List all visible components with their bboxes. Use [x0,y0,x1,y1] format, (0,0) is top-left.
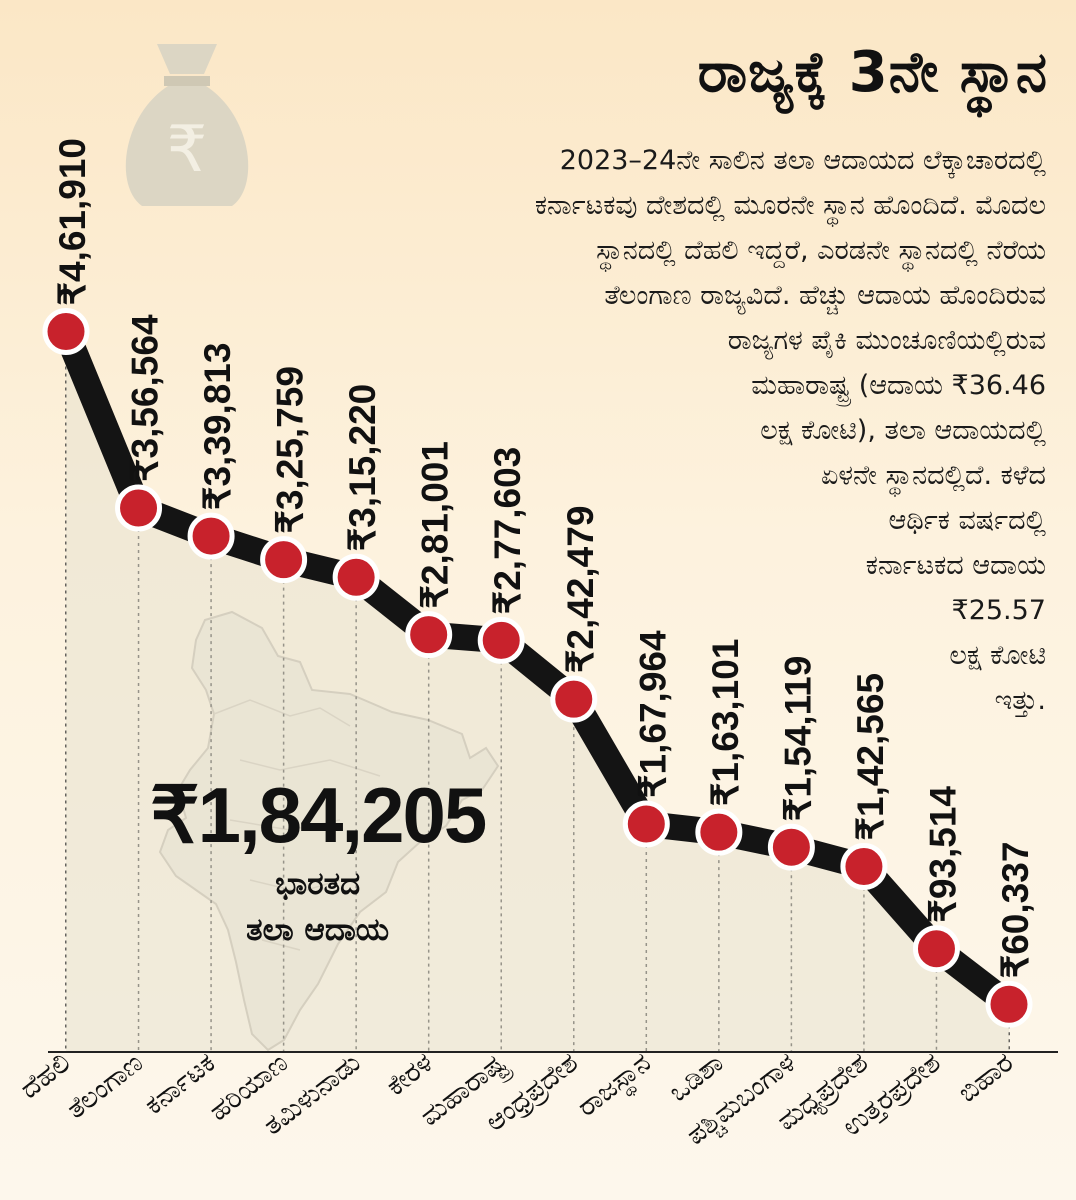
value-label-12: ₹93,514 [922,786,963,923]
svg-text:₹: ₹ [167,113,208,187]
description-line: ಇತ್ತು. [994,685,1046,716]
description-line: ₹25.57 [951,595,1046,626]
national-average-value: ₹1,84,205 [150,771,487,859]
value-label-6: ₹2,77,603 [487,447,528,615]
value-label-11: ₹1,42,565 [850,673,891,841]
value-label-10: ₹1,54,119 [777,656,818,822]
rupee-icon: ₹ [167,113,208,187]
data-point-2 [187,512,235,560]
data-point-10 [767,823,815,871]
value-label-13: ₹60,337 [995,842,1036,979]
value-label-2: ₹3,39,813 [197,343,238,511]
description-line: ಲಕ್ಷ ಕೋಟಿ), ತಲಾ ಆದಾಯದಲ್ಲಿ [760,415,1046,446]
data-point-13 [985,980,1033,1028]
description-line: ಆರ್ಥಿಕ ವರ್ಷದಲ್ಲಿ [888,505,1046,536]
data-point-1 [115,484,163,532]
data-point-5 [405,611,453,659]
national-average-callout: ₹1,84,205 ಭಾರತದ ತಲಾ ಆದಾಯ [150,770,487,953]
description-line: ಲಕ್ಷ ಕೋಟಿ [949,640,1046,671]
description-line: ರಾಜ್ಯಗಳ ಪೈಕಿ ಮುಂಚೂಣಿಯಲ್ಲಿರುವ [727,325,1046,356]
data-point-4 [332,553,380,601]
description-line: ಮಹಾರಾಷ್ಟ್ರ (ಆದಾಯ ₹36.46 [751,370,1046,401]
value-label-5: ₹2,81,001 [415,441,456,609]
description-line: ಕರ್ನಾಟಕದ ಆದಾಯ [865,550,1046,581]
data-point-0 [42,308,90,356]
value-label-0: ₹4,61,910 [52,138,93,306]
value-label-1: ₹3,56,564 [125,314,166,482]
description-line: ಏಳನೇ ಸ್ಥಾನದಲ್ಲಿದೆ. ಕಳೆದ [820,460,1046,491]
page-title: ರಾಜ್ಯಕ್ಕೆ 3ನೇ ಸ್ಥಾನ [697,40,1048,105]
description-line: ತೆಲಂಗಾಣ ರಾಜ್ಯವಿದೆ. ಹೆಚ್ಚು ಆದಾಯ ಹೊಂದಿರುವ [604,280,1046,311]
category-label-1: ತೆಲಂಗಾಣ [61,1047,149,1125]
value-label-4: ₹3,15,220 [342,384,383,552]
description-line: ಕರ್ನಾಟಕವು ದೇಶದಲ್ಲಿ ಮೂರನೇ ಸ್ಥಾನ ಹೊಂದಿದೆ. … [534,190,1046,221]
value-label-3: ₹3,25,759 [270,366,311,534]
value-label-8: ₹1,67,964 [632,630,673,798]
category-label-5: ಕೇರಳ [381,1047,439,1102]
data-point-7 [550,675,598,723]
data-point-12 [912,925,960,973]
data-point-8 [622,800,670,848]
data-point-9 [695,808,743,856]
national-average-label-line2: ತಲಾ ಆದಾಯ [246,912,390,948]
money-bag-icon: ₹ [125,44,249,206]
value-label-7: ₹2,42,479 [560,506,601,674]
description-line: ಸ್ಥಾನದಲ್ಲಿ ದೆಹಲಿ ಇದ್ದರೆ, ಎರಡನೇ ಸ್ಥಾನದಲ್ಲ… [596,235,1046,266]
data-point-3 [260,536,308,584]
chart-area-fill [66,331,1009,1053]
value-label-9: ₹1,63,101 [705,639,746,807]
category-label-13: ಬಿಹಾರ [952,1047,1019,1109]
national-average-label-line1: ಭಾರತದ [275,866,361,902]
data-point-11 [840,843,888,891]
data-point-6 [477,616,525,664]
description-line: 2023–24ನೇ ಸಾಲಿನ ತಲಾ ಆದಾಯದ ಲೆಕ್ಕಾಚಾರದಲ್ಲಿ [559,145,1046,176]
category-label-8: ರಾಜಸ್ಥಾನ [572,1047,661,1128]
description-text: 2023–24ನೇ ಸಾಲಿನ ತಲಾ ಆದಾಯದ ಲೆಕ್ಕಾಚಾರದಲ್ಲಿ… [346,138,1046,723]
